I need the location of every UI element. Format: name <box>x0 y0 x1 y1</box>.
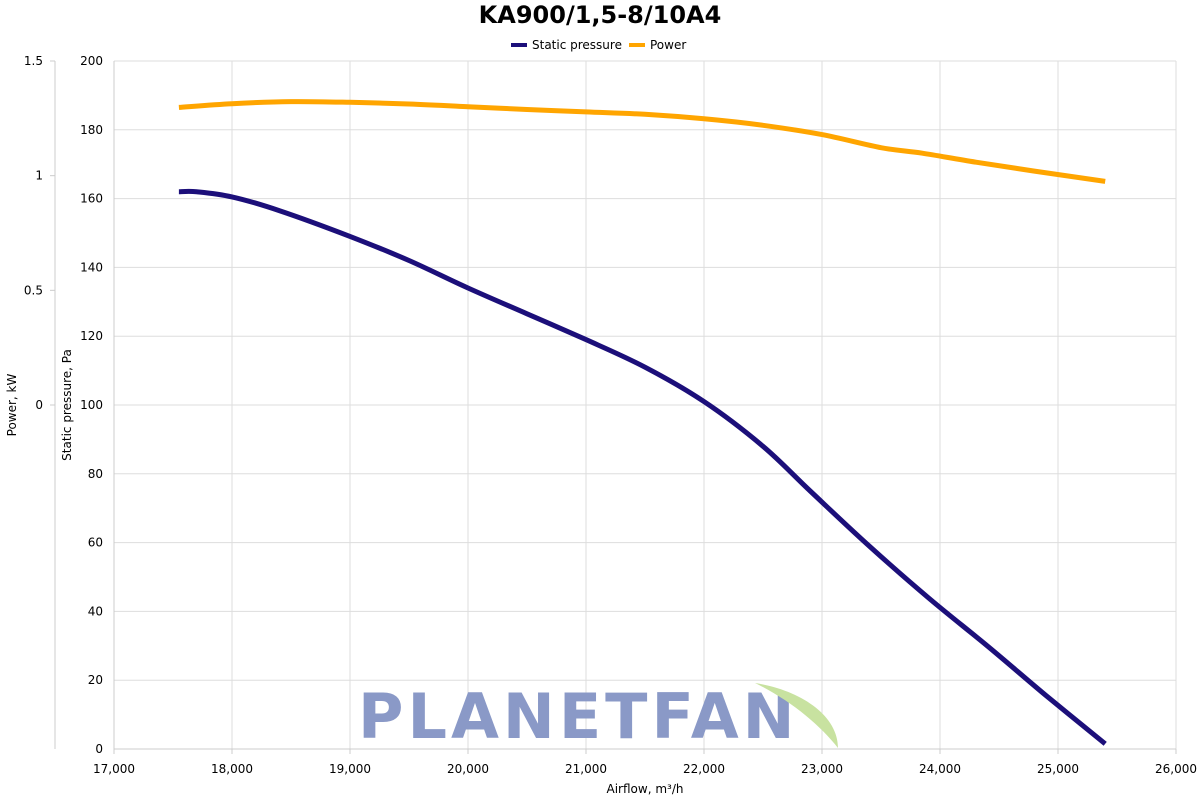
y-tick-label: 100 <box>80 398 103 412</box>
x-tick-label: 23,000 <box>801 762 843 776</box>
x-tick-label: 17,000 <box>93 762 135 776</box>
x-tick-label: 21,000 <box>565 762 607 776</box>
legend-label-static-pressure: Static pressure <box>532 38 622 52</box>
y2-axis-label: Power, kW <box>5 374 19 437</box>
x-axis-label: Airflow, m³/h <box>607 782 684 796</box>
y-tick-label: 80 <box>88 467 103 481</box>
y-tick-label: 160 <box>80 192 103 206</box>
y-tick-label: 60 <box>88 536 103 550</box>
y2-tick-label: 1.5 <box>24 54 43 68</box>
legend-label-power: Power <box>650 38 686 52</box>
y-tick-label: 40 <box>88 604 103 618</box>
y-axis-label: Static pressure, Pa <box>60 349 74 461</box>
y2-tick-label: 1 <box>35 169 43 183</box>
y-tick-label: 200 <box>80 54 103 68</box>
y-tick-label: 20 <box>88 673 103 687</box>
x-tick-label: 25,000 <box>1037 762 1079 776</box>
watermark: PLANETFAN <box>358 680 838 753</box>
x-tick-label: 24,000 <box>919 762 961 776</box>
y-tick-label: 180 <box>80 123 103 137</box>
watermark-text: PLANETFAN <box>358 680 799 753</box>
series <box>178 99 1107 746</box>
series-line-power <box>178 99 1106 184</box>
y-tick-label: 120 <box>80 329 103 343</box>
y2-tick-label: 0 <box>35 398 43 412</box>
axes <box>50 60 1177 754</box>
x-tick-label: 26,000 <box>1155 762 1197 776</box>
y2-tick-label: 0.5 <box>24 283 43 297</box>
chart-title: KA900/1,5-8/10A4 <box>479 1 722 29</box>
x-tick-label: 22,000 <box>683 762 725 776</box>
tick-labels: 17,000 18,000 19,000 20,000 21,000 22,000 23,0… <box>24 54 1197 776</box>
x-tick-label: 18,000 <box>211 762 253 776</box>
series-line-static-pressure <box>178 188 1107 746</box>
watermark-leaf <box>755 683 838 748</box>
x-tick-label: 19,000 <box>329 762 371 776</box>
y-tick-label: 140 <box>80 260 103 274</box>
grid <box>114 60 1177 749</box>
x-tick-label: 20,000 <box>447 762 489 776</box>
legend: Static pressure Power <box>511 38 686 52</box>
y-tick-label: 0 <box>95 742 103 756</box>
